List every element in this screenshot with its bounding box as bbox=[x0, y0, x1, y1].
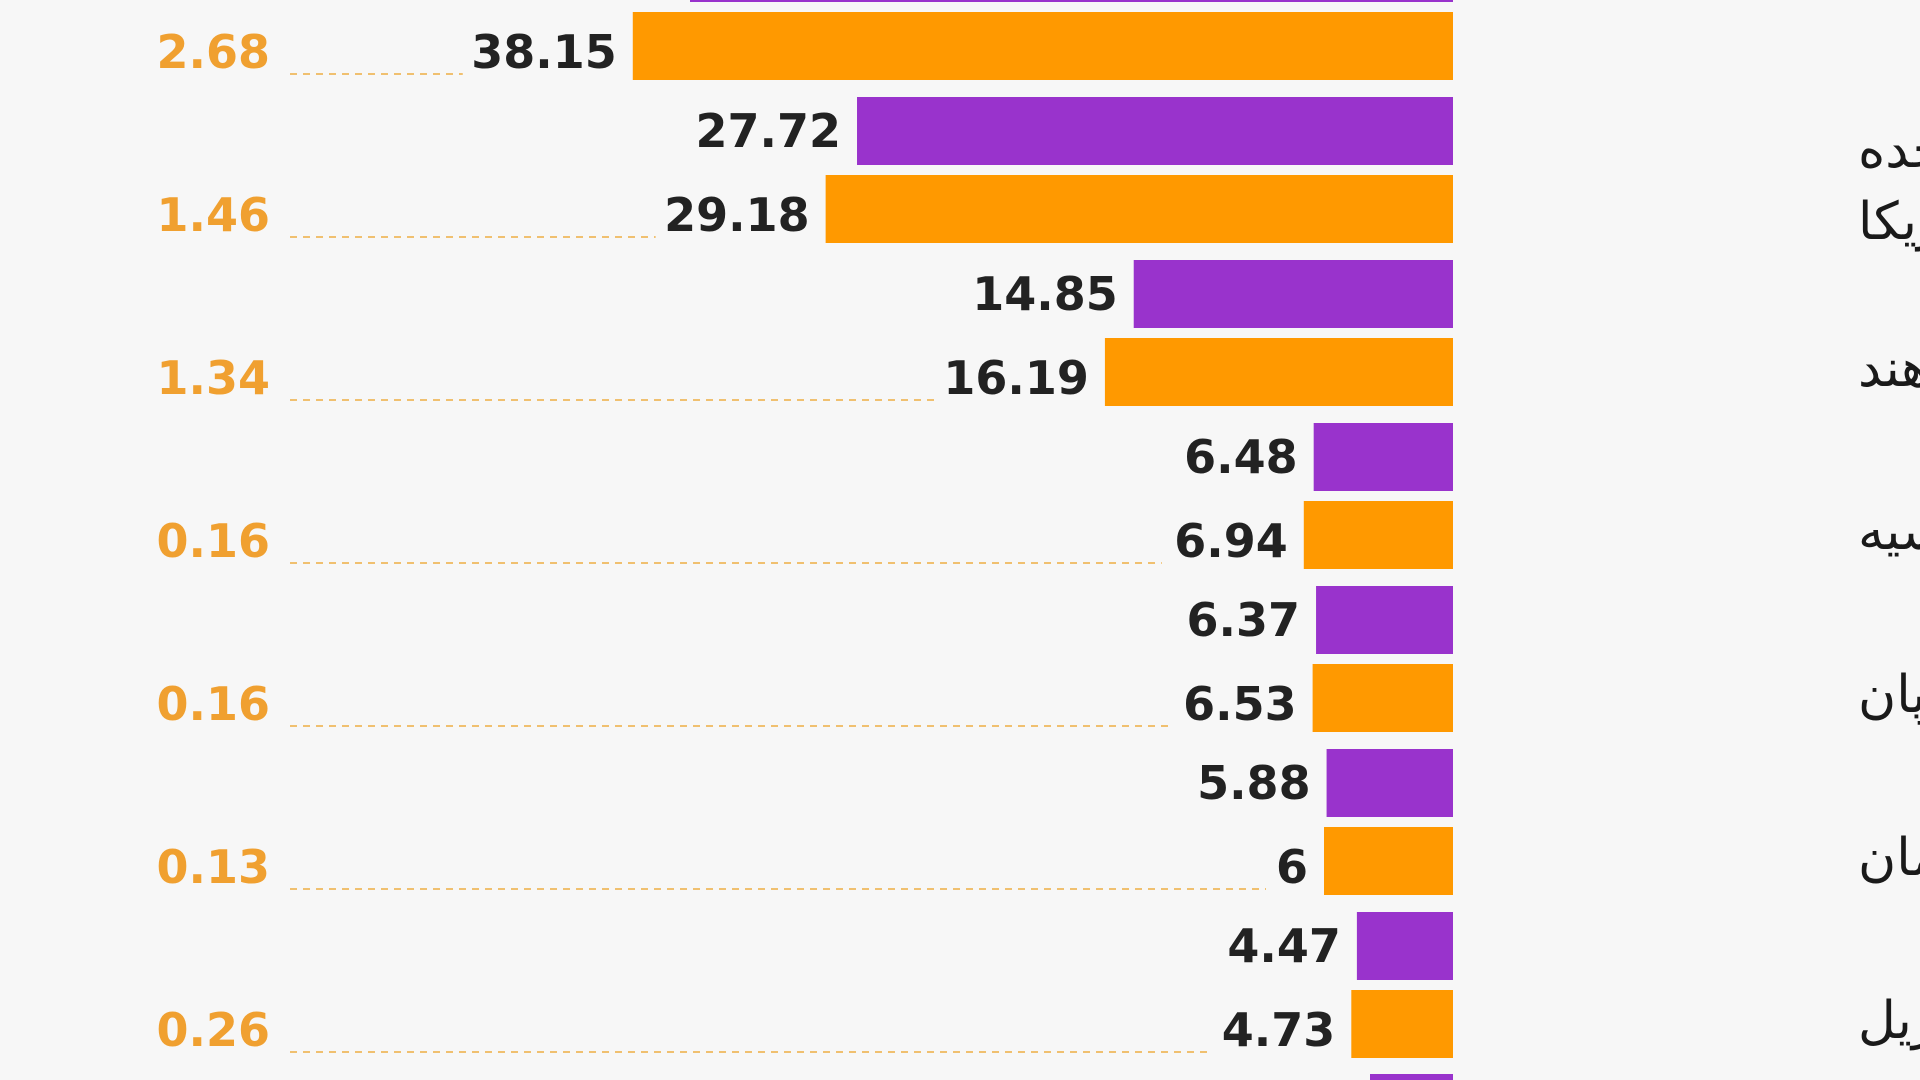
category-label-6: برازیل bbox=[1858, 991, 1920, 1051]
bar-a-5 bbox=[1326, 749, 1453, 817]
bar-a-cropped-bottom bbox=[1370, 1074, 1453, 1080]
bar-a-1 bbox=[857, 97, 1453, 165]
bar-b-1 bbox=[825, 175, 1453, 243]
bar-a-4 bbox=[1316, 586, 1453, 654]
category-label-1-line-0: ایالات متحده bbox=[1858, 120, 1920, 180]
category-label-1-line-1: امریکا bbox=[1858, 192, 1920, 252]
difference-label-4: 0.16 bbox=[157, 677, 271, 731]
value-label-a-2: 14.85 bbox=[972, 267, 1118, 321]
difference-label-0: 2.68 bbox=[157, 25, 271, 79]
category-label-4: جاپان bbox=[1858, 665, 1920, 725]
value-label-b-6: 4.73 bbox=[1222, 1003, 1336, 1057]
value-label-a-3: 6.48 bbox=[1184, 430, 1298, 484]
difference-label-5: 0.13 bbox=[157, 840, 271, 894]
category-label-2: هند bbox=[1858, 339, 1920, 399]
value-label-b-5: 6 bbox=[1276, 840, 1308, 894]
bar-a-0 bbox=[690, 0, 1453, 2]
bar-b-2 bbox=[1104, 338, 1453, 406]
bar-a-6 bbox=[1356, 912, 1453, 980]
category-label-5: آلمان bbox=[1858, 825, 1920, 888]
difference-label-2: 1.34 bbox=[157, 351, 271, 405]
bar-b-0 bbox=[632, 12, 1453, 80]
value-label-b-0: 38.15 bbox=[471, 25, 617, 79]
difference-label-1: 1.46 bbox=[157, 188, 271, 242]
value-label-b-1: 29.18 bbox=[664, 188, 810, 242]
value-label-b-3: 6.94 bbox=[1174, 514, 1288, 568]
bar-a-2 bbox=[1133, 260, 1453, 328]
chart-marks: 38.15 2.68 27.72 29.18 1.46 ایالات متحده امریک… bbox=[157, 0, 1920, 1080]
bar-b-4 bbox=[1312, 664, 1453, 732]
difference-label-6: 0.26 bbox=[157, 1003, 271, 1057]
bar-b-5 bbox=[1324, 827, 1453, 895]
bar-b-6 bbox=[1351, 990, 1453, 1058]
value-label-a-5: 5.88 bbox=[1197, 756, 1311, 810]
value-label-a-1: 27.72 bbox=[696, 104, 842, 158]
bar-b-3 bbox=[1303, 501, 1453, 569]
value-label-a-4: 6.37 bbox=[1187, 593, 1301, 647]
bar-a-3 bbox=[1313, 423, 1453, 491]
value-label-b-4: 6.53 bbox=[1183, 677, 1297, 731]
value-label-b-2: 16.19 bbox=[943, 351, 1089, 405]
value-label-a-6: 4.47 bbox=[1227, 919, 1341, 973]
difference-label-3: 0.16 bbox=[157, 514, 271, 568]
category-label-3: روسیه bbox=[1858, 502, 1920, 562]
